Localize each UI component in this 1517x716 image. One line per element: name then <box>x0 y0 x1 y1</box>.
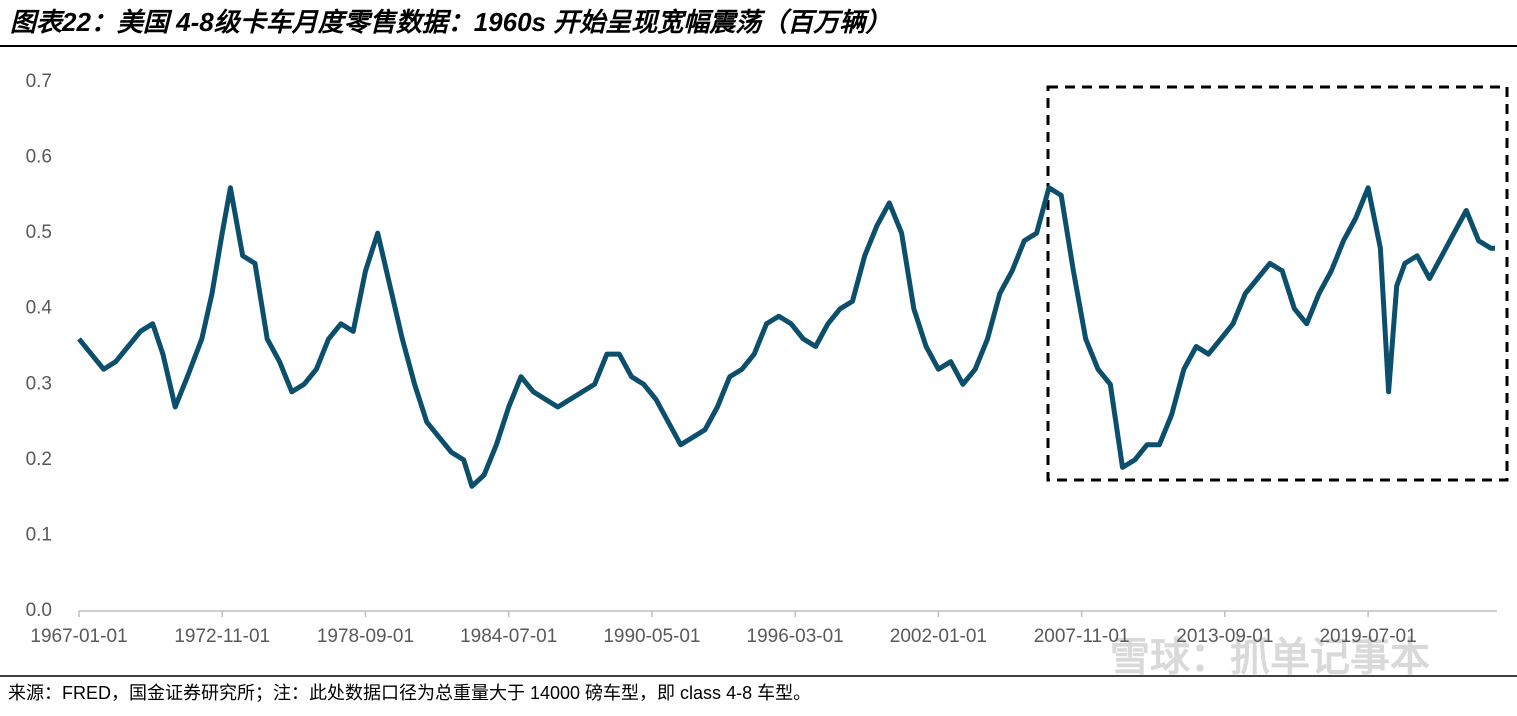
y-tick-label: 0.7 <box>26 71 52 92</box>
source-note: 来源：FRED，国金证券研究所；注：此处数据口径为总重量大于 14000 磅车型… <box>8 683 811 703</box>
chart-title: 图表22：美国 4-8级卡车月度零售数据：1960s 开始呈现宽幅震荡（百万辆） <box>10 7 891 37</box>
x-tick-label: 2019-07-01 <box>1319 626 1416 647</box>
x-tick-label: 1978-09-01 <box>317 626 414 647</box>
y-tick-label: 0.4 <box>26 298 53 319</box>
x-tick-label: 1967-01-01 <box>30 626 127 647</box>
x-tick-label: 2002-01-01 <box>890 626 987 647</box>
y-tick-label: 0.6 <box>26 147 52 168</box>
y-tick-label: 0.5 <box>26 222 52 243</box>
x-tick-label: 1972-11-01 <box>174 626 270 647</box>
y-tick-label: 0.1 <box>26 524 52 545</box>
x-tick-label: 1990-05-01 <box>603 626 700 647</box>
x-tick-label: 1984-07-01 <box>460 626 557 647</box>
x-tick-label: 1996-03-01 <box>747 626 844 647</box>
y-tick-label: 0.3 <box>26 373 52 394</box>
line-series <box>77 185 1495 489</box>
watermark: 雪球：抓单记事本 <box>1110 636 1430 680</box>
y-tick-label: 0.0 <box>26 600 52 621</box>
x-tick-label: 2007-11-01 <box>1034 626 1130 647</box>
y-tick-label: 0.2 <box>26 449 52 470</box>
x-tick-label: 2013-09-01 <box>1176 626 1273 647</box>
highlight-box <box>1046 85 1509 482</box>
